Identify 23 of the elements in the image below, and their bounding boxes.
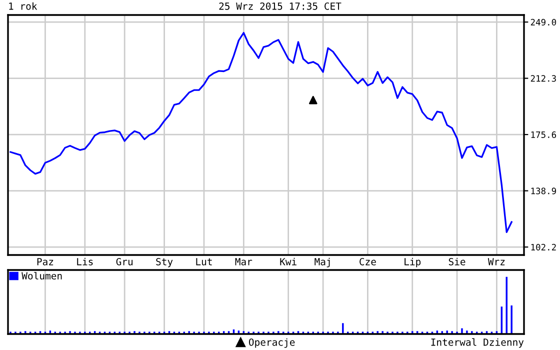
line-series	[10, 32, 512, 233]
y-tick-label: 175.6	[531, 131, 556, 138]
x-tick-label: Lip	[404, 258, 421, 268]
x-tick-label: Maj	[314, 258, 330, 268]
x-tick-label: Mar	[235, 258, 252, 266]
x-tick-label: Paz	[37, 258, 54, 266]
y-tick-label: 138.9	[531, 188, 556, 194]
x-tick-label: Kwi	[280, 258, 296, 266]
text: Interwal Dzienny	[431, 338, 524, 348]
x-tick-label: Sty	[156, 258, 173, 268]
x-tick-label: Wrz	[488, 258, 505, 266]
x-tick-label: Gru	[116, 258, 133, 266]
x-tick-label: Cze	[360, 258, 376, 266]
legend-label: Operacje	[248, 338, 295, 348]
x-tick-label: Lut	[196, 258, 212, 266]
x-tick-label: Sie	[448, 258, 466, 266]
y-tick-label: 102.2	[531, 244, 556, 251]
y-tick-label: 212.3	[530, 75, 556, 82]
chart-title: 1 rok	[9, 2, 38, 10]
y-tick-label: 249.0	[530, 18, 556, 26]
legend-label: Wolumen	[22, 272, 62, 280]
chart-subtitle: 25 Wrz 2015 17:35 CET	[219, 2, 342, 10]
x-tick-label: Lis	[77, 258, 93, 266]
